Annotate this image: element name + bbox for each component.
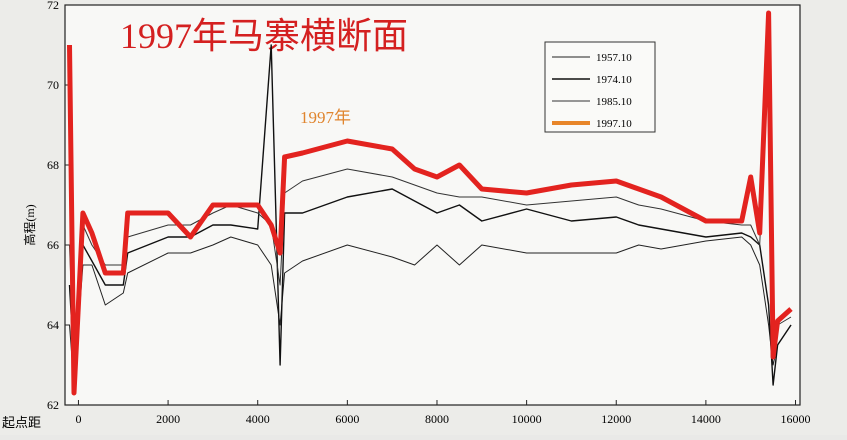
series-line <box>68 44 792 386</box>
series-line <box>69 236 792 386</box>
chart-title: 1997年马寨横断面 <box>120 16 408 56</box>
y-tick-label: 66 <box>47 238 59 252</box>
legend-label: 1974.10 <box>596 74 632 86</box>
x-tick-label: 8000 <box>425 412 449 426</box>
x-tick-label: 2000 <box>156 412 180 426</box>
y-tick-label: 72 <box>47 0 59 12</box>
x-tick-label: 10000 <box>512 412 542 426</box>
y-tick-label: 64 <box>47 318 59 332</box>
legend-label: 1985.10 <box>596 96 632 108</box>
x-tick-label: 0 <box>75 412 81 426</box>
legend-label: 1957.10 <box>596 52 632 64</box>
plot-frame <box>64 4 801 406</box>
y-tick-label: 70 <box>47 78 59 92</box>
x-tick-label: 16000 <box>781 412 811 426</box>
y-tick-label: 62 <box>47 398 59 412</box>
series-line <box>69 44 792 366</box>
x-tick-label: 14000 <box>691 412 721 426</box>
x-axis-label: 起点距 <box>2 415 41 430</box>
x-tick-label: 6000 <box>335 412 359 426</box>
x-tick-label: 4000 <box>246 412 270 426</box>
y-tick-label: 68 <box>47 158 59 172</box>
x-tick-label: 12000 <box>601 412 631 426</box>
y-axis-label: 高程(m) <box>22 204 37 245</box>
annotation: 1997年 <box>300 108 351 127</box>
legend-label: 1997.10 <box>596 118 632 130</box>
series-line <box>67 10 793 396</box>
